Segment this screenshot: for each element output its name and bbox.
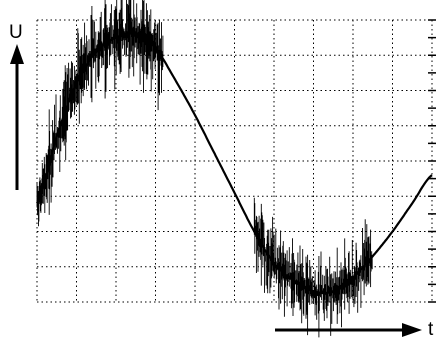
signal-trace <box>36 0 433 338</box>
y-axis-arrow <box>10 44 24 190</box>
x-axis-label: t <box>428 319 434 338</box>
y-axis-arrow-head <box>10 44 24 64</box>
grid <box>36 19 436 303</box>
y-axis-label: U <box>9 22 23 43</box>
signal-noise <box>253 197 373 338</box>
x-axis-arrow <box>275 323 422 337</box>
signal-noise <box>36 0 164 227</box>
x-axis-arrow-head <box>402 323 422 337</box>
